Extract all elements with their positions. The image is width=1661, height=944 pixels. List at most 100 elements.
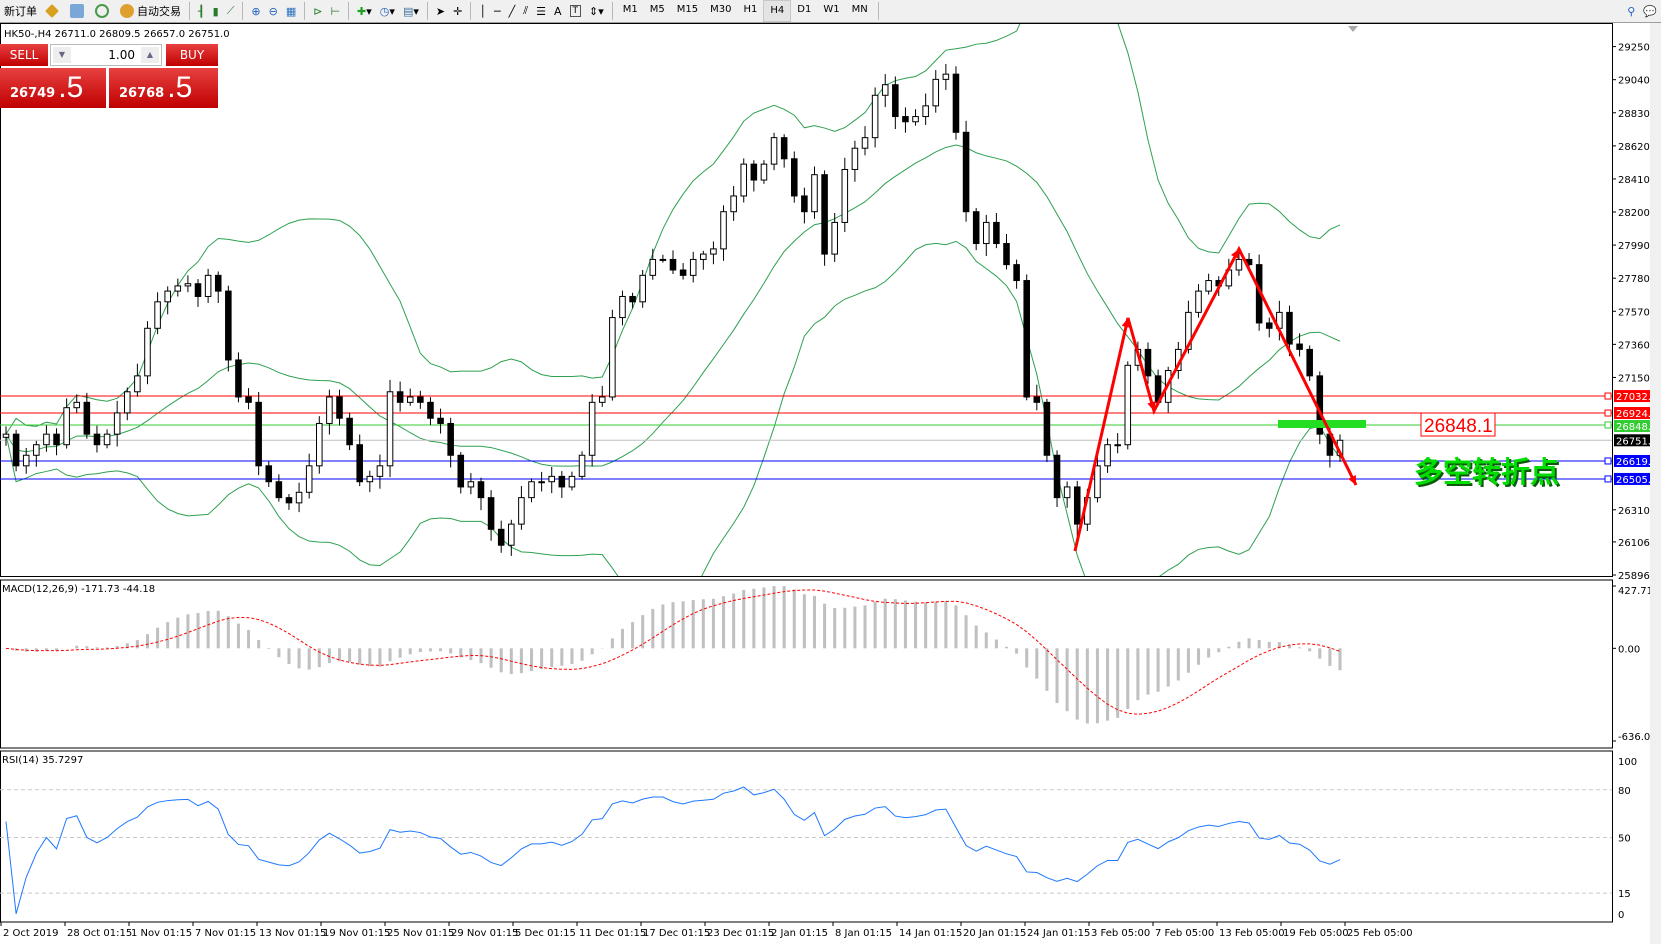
line-chart-icon: ⟋ bbox=[226, 4, 235, 17]
candle-body bbox=[902, 116, 909, 123]
search-button[interactable]: ⚲ bbox=[1623, 1, 1639, 21]
crosshair-icon: ✛ bbox=[453, 4, 463, 18]
time-label: 7 Feb 05:00 bbox=[1155, 928, 1214, 939]
candle-body bbox=[528, 481, 535, 499]
timeframe-d1[interactable]: D1 bbox=[797, 4, 812, 15]
vertical-line-button[interactable]: │ bbox=[475, 1, 490, 21]
candle-chart-button[interactable]: ▮ bbox=[209, 1, 223, 21]
candle-body bbox=[164, 290, 171, 303]
candle bbox=[22, 447, 30, 474]
text-label-button[interactable]: T bbox=[566, 1, 586, 21]
timeframe-h1[interactable]: H1 bbox=[743, 4, 758, 15]
buy-price-button[interactable]: 26768 .5 bbox=[109, 68, 218, 108]
bar-chart-button[interactable]: ┨ bbox=[194, 1, 209, 21]
candle-body bbox=[669, 258, 677, 271]
scrollbar[interactable] bbox=[1650, 23, 1661, 944]
price-tick-label: 25896.0 bbox=[1618, 571, 1659, 582]
arrow-head-icon bbox=[1348, 475, 1356, 485]
auto-scroll-button[interactable]: ⊳ bbox=[309, 1, 326, 21]
candle bbox=[993, 213, 1000, 249]
volume-input[interactable]: ▼ 1.00 ▲ bbox=[50, 44, 162, 66]
separator bbox=[304, 2, 306, 20]
volume-increase-button[interactable]: ▲ bbox=[141, 47, 159, 63]
line-handle[interactable] bbox=[1604, 392, 1612, 400]
new-order-button[interactable]: 新订单 bbox=[0, 1, 41, 21]
time-label: 8 Jan 01:15 bbox=[835, 928, 892, 939]
search-icon: ⚲ bbox=[1627, 4, 1636, 18]
templates-button[interactable]: ▤ ▾ bbox=[402, 4, 419, 18]
candle bbox=[558, 471, 566, 498]
horizontal-line-button[interactable]: ─ bbox=[490, 1, 505, 21]
candle bbox=[962, 120, 970, 222]
timeframe-m1[interactable]: M1 bbox=[622, 4, 638, 15]
candle bbox=[214, 271, 222, 304]
timeframe-mn[interactable]: MN bbox=[851, 4, 868, 15]
candle-body bbox=[1286, 311, 1293, 345]
candle-body bbox=[437, 417, 444, 424]
candle bbox=[902, 107, 909, 133]
macd-tick-label: -636.02 bbox=[1618, 732, 1657, 743]
candle-body bbox=[134, 375, 141, 393]
candle bbox=[770, 132, 778, 171]
candle bbox=[942, 63, 950, 90]
timeframe-m30[interactable]: M30 bbox=[710, 4, 732, 15]
candle-body bbox=[63, 407, 70, 446]
fibonacci-button[interactable]: ☰ bbox=[532, 1, 550, 21]
chart-header: HK50-,H4 26711.0 26809.5 26657.0 26751.0 bbox=[4, 29, 230, 40]
macd-signal-line bbox=[5, 589, 1341, 715]
candle-body bbox=[265, 465, 273, 483]
signals-button[interactable] bbox=[91, 1, 116, 21]
chart-shift-button[interactable]: ⊢ bbox=[326, 1, 344, 21]
zoom-out-button[interactable]: ⊖ bbox=[265, 1, 282, 21]
candle-body bbox=[578, 454, 586, 477]
arrows-button[interactable]: ⇕ ▾ bbox=[589, 4, 604, 18]
candle-body bbox=[447, 422, 454, 456]
candle bbox=[1053, 450, 1061, 508]
chat-button[interactable]: 💬 bbox=[1639, 1, 1661, 21]
candle-body bbox=[316, 422, 323, 467]
timeframe-m15[interactable]: M15 bbox=[676, 4, 699, 15]
chart-canvas[interactable]: HK50-,H4 26711.0 26809.5 26657.0 26751.0… bbox=[0, 23, 1661, 944]
zoom-in-button[interactable]: ⊕ bbox=[247, 1, 264, 21]
sell-button[interactable]: SELL bbox=[0, 44, 48, 66]
candle-body bbox=[184, 283, 192, 287]
candle-body bbox=[720, 211, 727, 250]
price-line-label-bg bbox=[1614, 454, 1660, 467]
line-handle[interactable] bbox=[1604, 409, 1612, 417]
candle bbox=[43, 425, 50, 452]
candle-body bbox=[275, 481, 283, 499]
channel-button[interactable]: ⫽ bbox=[519, 1, 532, 21]
candle-body bbox=[467, 481, 475, 488]
candle-body bbox=[1124, 364, 1132, 446]
time-label: 1 Nov 01:15 bbox=[131, 928, 192, 939]
line-handle[interactable] bbox=[1604, 475, 1612, 483]
market-watch-button[interactable] bbox=[41, 1, 66, 21]
line-handle[interactable] bbox=[1604, 421, 1612, 429]
candle bbox=[406, 388, 414, 406]
navigator-button[interactable] bbox=[66, 1, 91, 21]
crosshair-button[interactable]: ✛ bbox=[449, 1, 466, 21]
timeframe-w1[interactable]: W1 bbox=[823, 4, 840, 15]
candle-body bbox=[993, 221, 1000, 245]
candle bbox=[427, 397, 434, 426]
candle-body bbox=[881, 84, 889, 96]
indicators-button[interactable]: ✚ ▾ bbox=[357, 4, 372, 18]
price-line-label-bg bbox=[1614, 390, 1660, 403]
volume-decrease-button[interactable]: ▼ bbox=[53, 47, 71, 63]
sell-price-button[interactable]: 26749 .5 bbox=[0, 68, 106, 108]
candle-body bbox=[477, 481, 485, 499]
line-handle[interactable] bbox=[1604, 457, 1612, 465]
buy-button[interactable]: BUY bbox=[166, 44, 218, 66]
timeframe-m5[interactable]: M5 bbox=[649, 4, 665, 15]
text-button[interactable]: A bbox=[550, 1, 566, 21]
periods-button[interactable]: ◷ ▾ bbox=[379, 4, 395, 18]
trendline-button[interactable]: ╱ bbox=[505, 1, 520, 21]
candle bbox=[1124, 361, 1132, 450]
tile-windows-button[interactable]: ▦ bbox=[282, 1, 300, 21]
candle bbox=[669, 250, 677, 274]
line-chart-button[interactable]: ⟋ bbox=[223, 1, 239, 21]
timeframe-h4[interactable]: H4 bbox=[763, 0, 792, 22]
candle-body bbox=[922, 105, 929, 118]
auto-trading-button[interactable]: 自动交易 bbox=[116, 1, 185, 21]
cursor-button[interactable]: ➤ bbox=[432, 1, 449, 21]
